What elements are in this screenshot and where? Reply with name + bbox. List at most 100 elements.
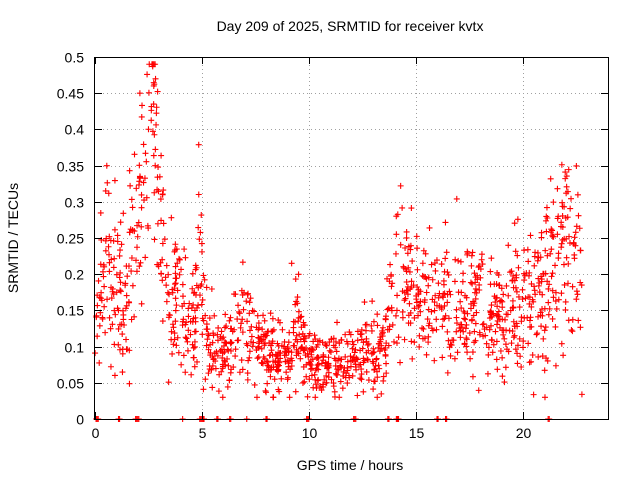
data-point [490,341,497,348]
data-point [262,387,269,394]
data-point [564,280,571,287]
data-point [509,328,516,335]
data-point [315,361,322,368]
data-point [288,349,295,356]
data-point [215,324,222,331]
data-point [204,336,211,343]
data-point [297,345,304,352]
data-point [537,312,544,319]
data-point [509,277,516,284]
data-point [112,311,119,318]
data-point [463,335,470,342]
data-point [447,352,454,359]
data-point [281,338,288,345]
data-point [360,339,367,346]
data-point [254,312,261,319]
data-point [235,302,242,309]
data-point [172,318,179,325]
data-point [548,246,555,253]
data-point [209,384,216,391]
data-point [169,321,176,328]
data-point [105,243,112,250]
data-point [496,298,503,305]
data-point [526,317,533,324]
data-point [519,286,526,293]
data-point [543,228,550,235]
data-point [335,355,342,362]
data-point [173,275,180,282]
data-point [203,342,210,349]
data-point [571,255,578,262]
data-point [462,316,469,323]
data-point [227,369,234,376]
data-point [153,110,160,117]
data-point [550,294,557,301]
data-point [473,289,480,296]
data-point [259,360,266,367]
data-point [320,353,327,360]
data-point [440,277,447,284]
data-point [555,296,562,303]
data-point [495,271,502,278]
data-point [194,358,201,365]
data-point [199,331,206,338]
data-point [123,263,130,270]
data-point [470,302,477,309]
data-point [128,196,135,203]
data-point [472,285,479,292]
data-point [95,277,102,284]
data-point [179,293,186,300]
data-point [313,344,320,351]
data-point [312,367,319,374]
data-point [453,306,460,313]
data-point [152,146,159,153]
data-point [330,335,337,342]
data-point [559,203,566,210]
data-point [111,255,118,262]
data-point [554,215,561,222]
data-point [539,305,546,312]
data-point [525,258,532,265]
data-point [123,336,130,343]
data-point [96,322,103,329]
data-point [133,268,140,275]
data-point [452,256,459,263]
data-point [128,254,135,261]
data-point [247,338,254,345]
data-point [290,324,297,331]
data-point [492,328,499,335]
data-point [420,247,427,254]
data-point [397,241,404,248]
data-point [243,340,250,347]
data-point [362,327,369,334]
data-point [343,370,350,377]
data-point [356,361,363,368]
data-point [515,264,522,271]
data-point [444,328,451,335]
data-point [464,349,471,356]
data-point [545,299,552,306]
data-point [425,333,432,340]
data-point [464,248,471,255]
data-point [214,331,221,338]
data-point [305,353,312,360]
data-point [364,356,371,363]
data-point [573,223,580,230]
data-point [311,332,318,339]
data-point [501,335,508,342]
data-point [266,352,273,359]
data-point [335,366,342,373]
data-point [494,303,501,310]
data-point [262,340,269,347]
data-point [406,300,413,307]
data-point [475,264,482,271]
data-point [265,366,272,373]
data-point [117,269,124,276]
data-point [508,340,515,347]
data-point [505,292,512,299]
data-point [562,306,569,313]
data-point [351,358,358,365]
data-point [531,253,538,260]
data-point [117,219,124,226]
data-point [185,305,192,312]
